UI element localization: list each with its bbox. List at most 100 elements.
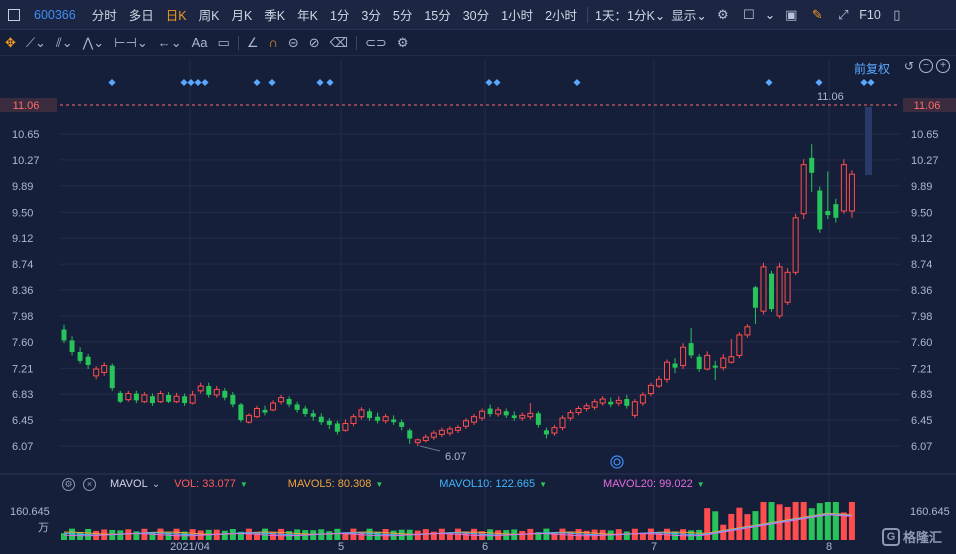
- magnet-icon[interactable]: ∩: [268, 35, 278, 50]
- text-tool-icon[interactable]: Aa: [191, 35, 208, 50]
- indicator-close-icon[interactable]: ×: [83, 477, 96, 491]
- y-tick-label-left: 8.36: [12, 285, 33, 297]
- candle-up: [471, 413, 478, 425]
- draw-settings-icon[interactable]: ⚙: [396, 34, 409, 50]
- candle-body: [85, 356, 91, 365]
- crosshair-move-icon[interactable]: ✥: [5, 34, 16, 50]
- tab-intraday[interactable]: 分时: [91, 9, 117, 23]
- chevron-down-icon[interactable]: ⌄: [764, 8, 776, 22]
- volume-bar-down: [117, 530, 124, 540]
- delete-trash-icon[interactable]: ⌫: [329, 34, 349, 50]
- comment-icon[interactable]: ▭: [217, 34, 230, 50]
- indicator-name[interactable]: MAVOL: [110, 478, 148, 490]
- tab-daily-k[interactable]: 日K: [165, 9, 187, 23]
- arrow-tool-icon[interactable]: ←⌄: [157, 34, 182, 50]
- right-last-price: 11.06: [914, 100, 941, 112]
- volume-bar-down: [543, 528, 550, 540]
- chevron-down-icon[interactable]: ⌄: [151, 478, 161, 490]
- candle-up: [479, 408, 486, 421]
- angle-tool-icon[interactable]: ∠: [246, 34, 259, 50]
- range-measure-icon[interactable]: ⊢⊣⌄: [114, 34, 148, 50]
- candlestick-series[interactable]: [61, 144, 855, 446]
- candle-down: [77, 347, 83, 364]
- tab-yearly-k[interactable]: 年K: [297, 9, 318, 23]
- candle-body: [166, 394, 172, 402]
- tab-5min[interactable]: 5分: [392, 9, 413, 23]
- event-markers[interactable]: [108, 78, 875, 87]
- divider: [587, 6, 589, 23]
- tab-30min[interactable]: 30分: [462, 9, 490, 23]
- link-icon[interactable]: ⊂⊃: [365, 34, 387, 50]
- tab-monthly-k[interactable]: 月K: [231, 9, 253, 23]
- candle-down: [294, 401, 300, 413]
- candle-body: [479, 410, 486, 419]
- candle-down: [833, 198, 839, 223]
- candle-body: [101, 365, 108, 373]
- pencil-icon[interactable]: ✎: [811, 6, 823, 22]
- candle-down: [407, 428, 413, 444]
- candle-body: [672, 363, 678, 368]
- tab-multiday[interactable]: 多日: [128, 9, 154, 23]
- volume-bar-down: [623, 531, 630, 540]
- volume-bar-down: [832, 502, 839, 540]
- candle-body: [61, 329, 67, 341]
- candle-down: [69, 336, 75, 356]
- tab-2hour[interactable]: 2小时: [545, 9, 578, 23]
- candle-body: [784, 271, 791, 303]
- zoom-out-icon[interactable]: −: [919, 59, 933, 73]
- tab-quarterly-k[interactable]: 季K: [264, 9, 286, 23]
- wave-line-icon[interactable]: ⋀⌄: [82, 34, 105, 50]
- high-annotation: 11.06: [817, 91, 844, 103]
- side-panel-icon[interactable]: ▯: [893, 6, 901, 22]
- candle-up: [720, 354, 727, 371]
- candle-body: [688, 343, 694, 356]
- candle-body: [704, 354, 711, 370]
- settings-gear-icon[interactable]: ⚙: [716, 6, 729, 22]
- event-marker-diamond: [316, 78, 324, 87]
- candle-down: [752, 285, 758, 325]
- display-select[interactable]: 显示⌄: [668, 5, 710, 24]
- price-adjust-select[interactable]: 前复权: [854, 62, 891, 76]
- event-marker-diamond: [485, 78, 493, 87]
- range-select[interactable]: 1天：1分K⌄: [592, 5, 668, 24]
- volume-bar-up: [655, 532, 662, 540]
- candle-body: [752, 287, 758, 308]
- candle-up: [422, 434, 429, 443]
- reset-icon[interactable]: ↺: [903, 59, 915, 73]
- candle-down: [334, 420, 340, 435]
- volume-bar-down: [237, 531, 244, 540]
- candle-up: [800, 159, 807, 220]
- trend-line-icon[interactable]: ⟋⌄: [25, 34, 46, 50]
- channel-line-icon[interactable]: ⫽⌄: [55, 34, 73, 50]
- tab-3min[interactable]: 3分: [361, 9, 381, 23]
- y-tick-label-right: 9.12: [911, 233, 932, 245]
- stock-code[interactable]: 600366: [34, 7, 76, 22]
- fullscreen-icon[interactable]: ⤢: [838, 6, 849, 22]
- candle-body: [173, 395, 180, 403]
- tab-15min[interactable]: 15分: [424, 9, 451, 23]
- candle-body: [471, 416, 478, 423]
- zoom-in-icon[interactable]: +: [936, 59, 950, 73]
- display-select-value: 显示: [671, 9, 697, 23]
- record-target-icon[interactable]: [610, 455, 624, 469]
- event-marker-diamond: [493, 78, 501, 87]
- candle-down: [367, 408, 373, 421]
- candle-body: [438, 429, 445, 435]
- volume-ma-lines: [63, 512, 852, 537]
- f10-button[interactable]: F10: [859, 7, 881, 22]
- tab-1hour[interactable]: 1小时: [501, 9, 534, 23]
- color-square-icon[interactable]: ☐: [742, 6, 755, 22]
- hide-drawing-icon[interactable]: ⊘: [308, 34, 320, 50]
- candle-body: [760, 266, 767, 312]
- lock-drawing-icon[interactable]: ⊝: [287, 34, 299, 50]
- panel-toggle-icon[interactable]: [8, 8, 20, 21]
- volume-bar-down: [221, 530, 228, 540]
- indicator-settings-icon[interactable]: ⚙: [62, 477, 75, 491]
- candle-down: [769, 270, 775, 312]
- kline-chart[interactable]: 11.06 6.07 11.06 11.06 10.65 10.27 9.89 9.5…: [0, 56, 956, 554]
- tab-1min[interactable]: 1分: [329, 9, 350, 23]
- candle-body: [318, 416, 324, 423]
- candle-up: [551, 424, 558, 436]
- tab-weekly-k[interactable]: 周K: [198, 9, 220, 23]
- image-icon[interactable]: ▣: [785, 6, 798, 22]
